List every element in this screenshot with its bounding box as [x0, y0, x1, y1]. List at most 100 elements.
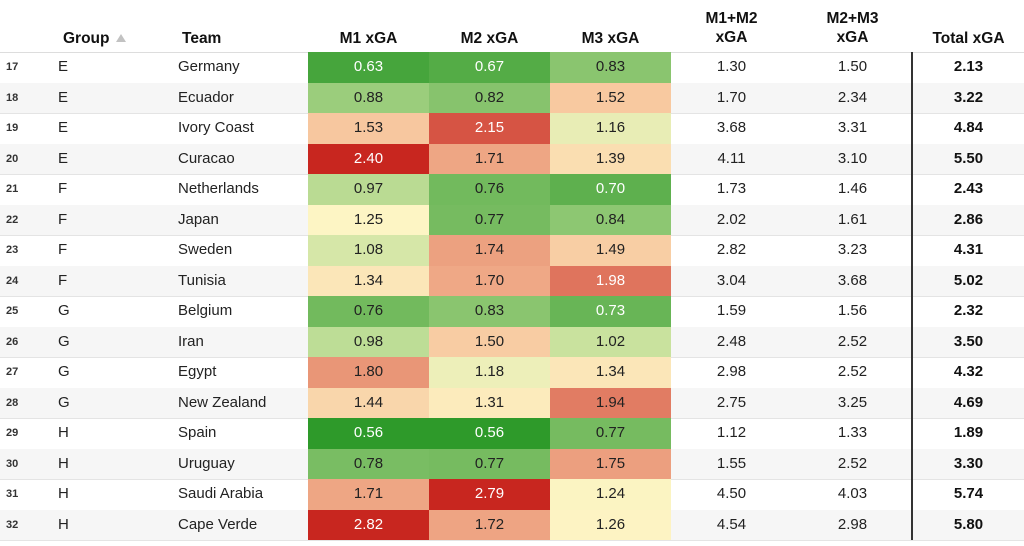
column-header-total[interactable]: Total xGA	[932, 30, 1005, 47]
m2-m3-xga-cell: 1.61	[837, 210, 868, 228]
total-xga-cell: 3.50	[953, 332, 984, 350]
team-cell: Belgium	[178, 302, 233, 319]
m1-xga-cell: 1.08	[308, 235, 429, 266]
group-cell: G	[58, 332, 70, 350]
group-cell: E	[58, 149, 69, 167]
m1-xga-cell: 1.71	[308, 479, 429, 510]
m2-m3-xga-cell: 3.25	[837, 393, 868, 411]
m2-xga-cell: 2.79	[429, 479, 550, 510]
m1-xga-cell: 2.40	[308, 143, 429, 174]
m2-m3-xga-cell: 2.34	[837, 88, 868, 106]
m2-xga-cell: 0.56	[429, 418, 550, 449]
m2-xga-cell: 1.50	[429, 326, 550, 357]
m2-xga-cell: 1.71	[429, 143, 550, 174]
group-cell: E	[58, 58, 69, 75]
m1-m2-xga-cell: 1.73	[716, 180, 747, 197]
m3-xga-cell: 0.83	[550, 52, 671, 83]
m2-m3-xga-cell: 3.31	[837, 119, 868, 136]
total-xga-cell: 1.89	[953, 424, 984, 441]
table-row: 19 E Ivory Coast 1.53 2.15 1.16 3.68 3.31 4.84	[0, 113, 1024, 145]
team-cell: Cape Verde	[178, 515, 258, 533]
total-xga-cell: 3.30	[953, 454, 984, 472]
row-index: 28	[6, 396, 19, 409]
table-row: 26 G Iran 0.98 1.50 1.02 2.48 2.52 3.50	[0, 326, 1024, 358]
m1-m2-xga-cell: 1.70	[716, 88, 747, 106]
group-cell: G	[58, 393, 70, 411]
total-xga-cell: 5.50	[953, 149, 984, 167]
team-cell: Japan	[178, 210, 219, 228]
row-index: 20	[6, 152, 19, 165]
column-header-m1-m2[interactable]: M1+M2 xGA	[671, 9, 792, 47]
m2-m3-xga-cell: 1.50	[837, 58, 868, 75]
team-cell: Curacao	[178, 149, 235, 167]
column-header-m2-m3[interactable]: M2+M3 xGA	[792, 9, 913, 47]
team-cell: Iran	[178, 332, 204, 350]
table-row: 29 H Spain 0.56 0.56 0.77 1.12 1.33 1.89	[0, 418, 1024, 450]
column-header-group-label: Group	[63, 30, 110, 47]
m1-m2-xga-cell: 1.55	[716, 454, 747, 472]
row-index: 26	[6, 335, 19, 348]
column-header-m2[interactable]: M2 xGA	[460, 30, 519, 47]
m3-xga-cell: 1.98	[550, 265, 671, 296]
column-header-m1-m2-line1: M1+M2	[705, 10, 758, 27]
m2-xga-cell: 1.72	[429, 509, 550, 540]
row-index: 17	[6, 61, 19, 73]
table-row: 21 F Netherlands 0.97 0.76 0.70 1.73 1.46 2.43	[0, 174, 1024, 206]
total-xga-cell: 5.80	[953, 515, 984, 533]
m2-m3-xga-cell: 4.03	[837, 485, 868, 502]
m3-xga-cell: 1.94	[550, 387, 671, 418]
table-row: 23 F Sweden 1.08 1.74 1.49 2.82 3.23 4.31	[0, 235, 1024, 267]
column-header-m1[interactable]: M1 xGA	[339, 30, 398, 47]
row-index: 25	[6, 305, 19, 317]
column-header-m3[interactable]: M3 xGA	[581, 30, 640, 47]
m3-xga-cell: 0.84	[550, 204, 671, 235]
table-row: 30 H Uruguay 0.78 0.77 1.75 1.55 2.52 3.30	[0, 448, 1024, 480]
m2-xga-cell: 0.76	[429, 174, 550, 205]
team-cell: Ecuador	[178, 88, 234, 106]
m2-xga-cell: 1.70	[429, 265, 550, 296]
m2-m3-xga-cell: 2.52	[837, 454, 868, 472]
total-xga-cell: 4.69	[953, 393, 984, 411]
group-cell: G	[58, 363, 70, 380]
m2-xga-cell: 0.67	[429, 52, 550, 83]
total-xga-cell: 2.13	[953, 58, 984, 75]
column-header-m1-m2-line2: xGA	[715, 29, 748, 46]
m3-xga-cell: 1.52	[550, 82, 671, 113]
table-row: 28 G New Zealand 1.44 1.31 1.94 2.75 3.25 4.69	[0, 387, 1024, 419]
m1-xga-cell: 1.53	[308, 113, 429, 144]
total-column-divider	[911, 52, 913, 540]
m3-xga-cell: 0.77	[550, 418, 671, 449]
row-index: 23	[6, 244, 19, 256]
group-cell: F	[58, 241, 68, 258]
team-cell: Saudi Arabia	[178, 485, 264, 502]
m2-m3-xga-cell: 1.33	[837, 424, 868, 441]
team-cell: Germany	[178, 58, 240, 75]
group-cell: H	[58, 515, 69, 533]
column-header-group[interactable]: Group	[63, 29, 126, 48]
m1-xga-cell: 0.98	[308, 326, 429, 357]
column-header-m2-m3-line1: M2+M3	[826, 10, 879, 27]
m1-m2-xga-cell: 4.54	[716, 515, 747, 533]
m1-m2-xga-cell: 1.59	[716, 302, 747, 319]
total-xga-cell: 4.84	[953, 119, 984, 136]
row-index: 32	[6, 518, 19, 531]
m2-xga-cell: 0.82	[429, 82, 550, 113]
table-row: 27 G Egypt 1.80 1.18 1.34 2.98 2.52 4.32	[0, 357, 1024, 389]
total-xga-cell: 4.31	[953, 241, 984, 258]
m3-xga-cell: 1.34	[550, 357, 671, 388]
m1-m2-xga-cell: 3.68	[716, 119, 747, 136]
m2-m3-xga-cell: 2.52	[837, 363, 868, 380]
m2-m3-xga-cell: 3.23	[837, 241, 868, 258]
m1-m2-xga-cell: 1.30	[716, 58, 747, 75]
m2-xga-cell: 2.15	[429, 113, 550, 144]
total-xga-cell: 5.74	[953, 485, 984, 502]
row-index: 31	[6, 488, 19, 500]
column-header-team[interactable]: Team	[182, 30, 222, 47]
table-row: 20 E Curacao 2.40 1.71 1.39 4.11 3.10 5.50	[0, 143, 1024, 175]
m2-m3-xga-cell: 3.10	[837, 149, 868, 167]
m2-m3-xga-cell: 2.52	[837, 332, 868, 350]
group-cell: F	[58, 271, 68, 289]
m2-m3-xga-cell: 2.98	[837, 515, 868, 533]
sort-up-icon[interactable]	[115, 34, 126, 42]
m1-xga-cell: 0.63	[308, 52, 429, 83]
